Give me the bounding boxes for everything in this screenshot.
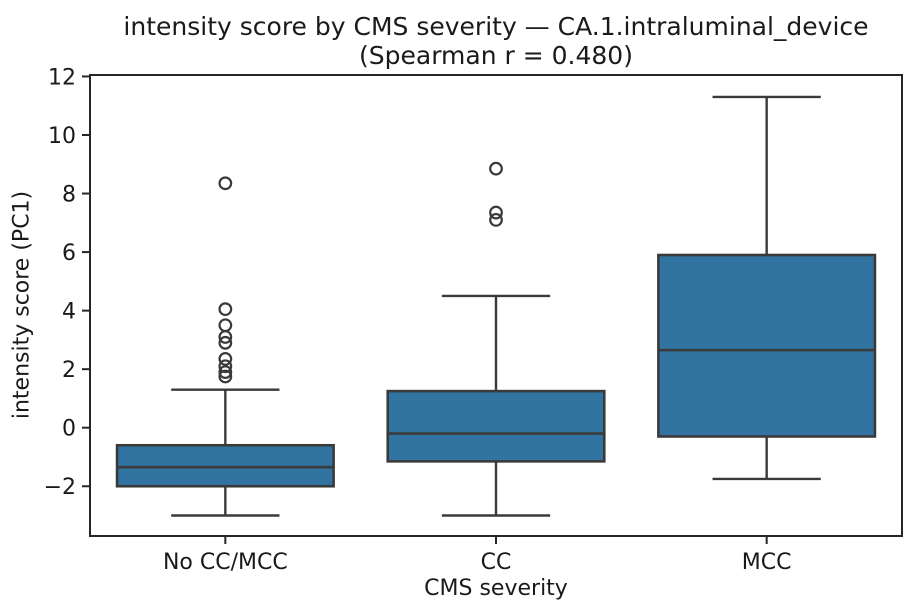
x-tick-label: CC bbox=[481, 550, 512, 575]
y-tick-label: 10 bbox=[48, 124, 76, 149]
outlier-point bbox=[489, 205, 503, 220]
outlier-point bbox=[489, 161, 503, 176]
box bbox=[657, 253, 877, 438]
y-tick-label: −2 bbox=[44, 475, 76, 500]
y-tick-label: 12 bbox=[48, 65, 76, 90]
x-tick-label: No CC/MCC bbox=[163, 550, 288, 575]
outlier-point bbox=[218, 302, 233, 317]
chart-subtitle: (Spearman r = 0.480) bbox=[359, 41, 633, 70]
box bbox=[115, 443, 335, 488]
outlier-point bbox=[218, 176, 233, 191]
outlier-point bbox=[218, 369, 233, 384]
x-axis-label: CMS severity bbox=[424, 576, 568, 601]
x-tick-label: MCC bbox=[742, 550, 792, 575]
outlier-point bbox=[218, 335, 233, 350]
y-tick-label: 4 bbox=[62, 300, 76, 325]
outlier-point bbox=[218, 318, 233, 333]
y-tick-label: 8 bbox=[62, 183, 76, 208]
y-tick-label: 6 bbox=[62, 241, 76, 266]
box bbox=[386, 389, 606, 463]
outlier-point bbox=[218, 359, 233, 374]
outlier-point bbox=[489, 212, 503, 227]
outlier-point bbox=[218, 365, 233, 379]
outlier-point bbox=[218, 352, 233, 366]
y-tick-label: 0 bbox=[62, 417, 76, 442]
chart-title-block: intensity score by CMS severity — CA.1.i… bbox=[90, 12, 902, 70]
y-tick-label: 2 bbox=[62, 358, 76, 383]
chart-title: intensity score by CMS severity — CA.1.i… bbox=[123, 12, 869, 41]
